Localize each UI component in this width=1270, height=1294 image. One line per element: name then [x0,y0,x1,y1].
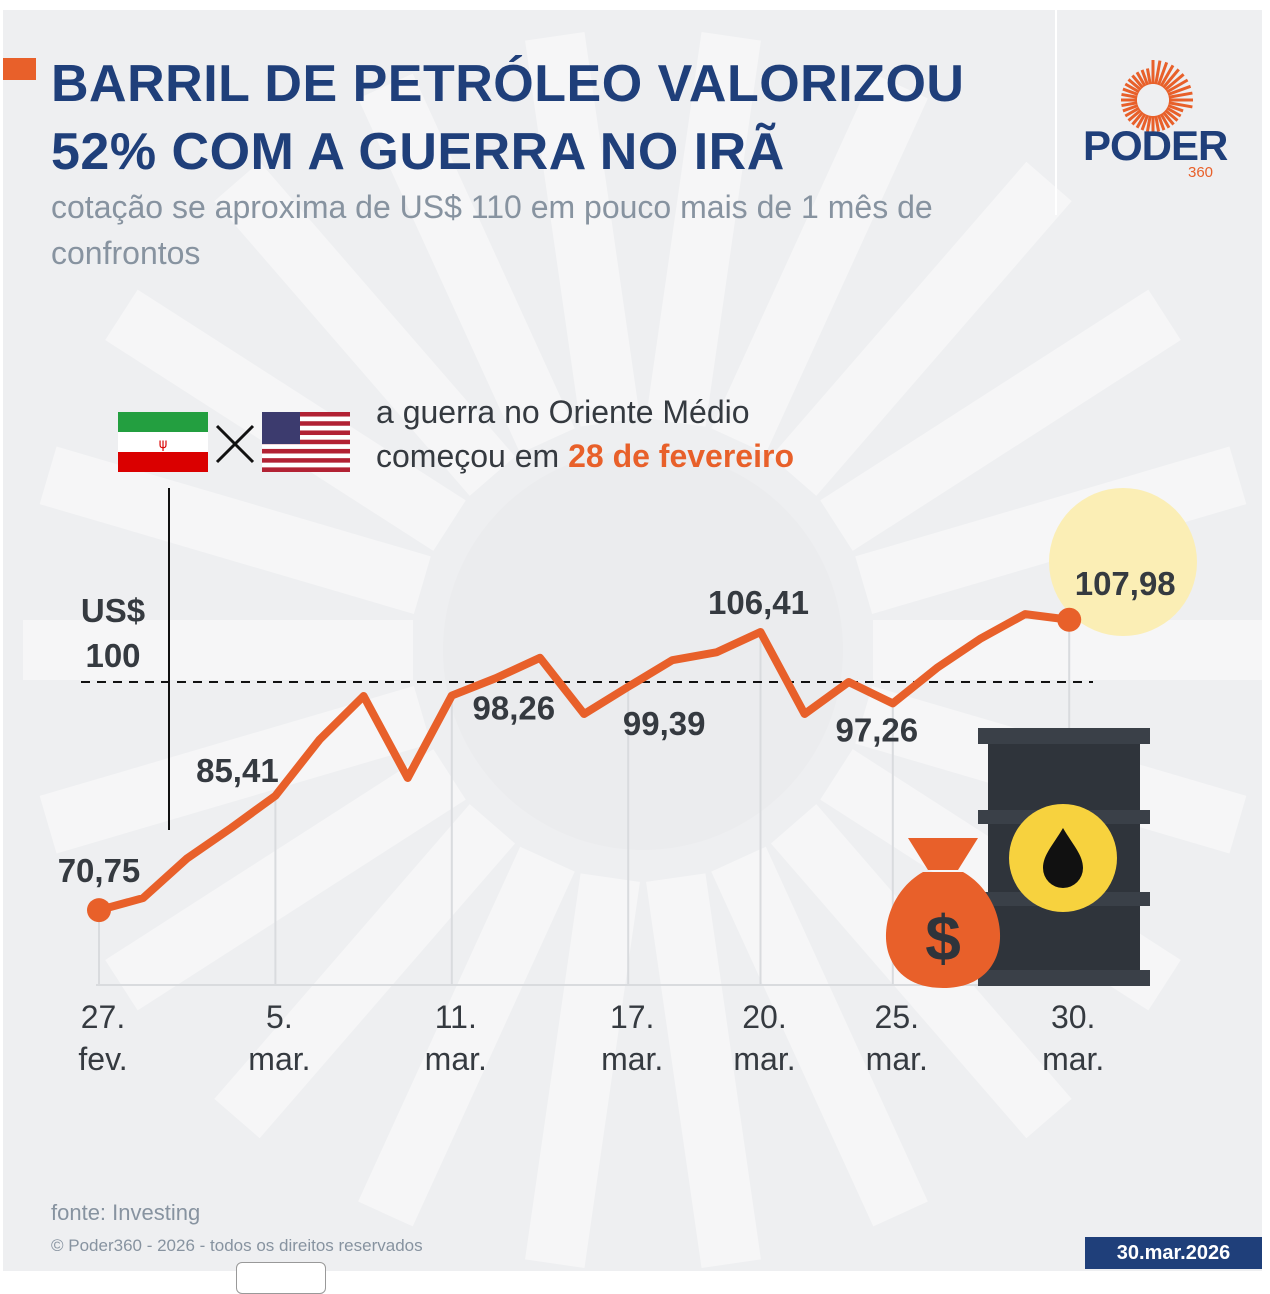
oil-barrel-icon [978,728,1150,986]
x-tick-day: 27. [81,999,125,1035]
x-tick-month: mar. [248,1041,310,1077]
oil-price-chart: US$ 100 $ 70,75 85,41 98,26 99,39 106,41 97,2… [3,10,1262,1190]
x-tick-day: 11. [435,999,477,1035]
x-tick-month: mar. [425,1041,487,1077]
date-badge: 30.mar.2026 [1085,1237,1262,1269]
data-label: 70,75 [58,852,141,889]
data-label: 97,26 [836,711,919,748]
data-label: 85,41 [196,752,279,789]
data-point [1057,608,1081,632]
data-label: 107,98 [1075,565,1176,602]
reference-label-currency: US$ [81,592,145,629]
x-tick-month: fev. [78,1041,127,1077]
x-tick-month: mar. [733,1041,795,1077]
data-label: 99,39 [623,705,706,742]
x-tick-day: 5. [266,999,293,1035]
data-label: 98,26 [473,690,556,727]
x-tick-day: 17. [610,999,654,1035]
svg-text:$: $ [925,902,961,974]
x-tick-month: mar. [866,1041,928,1077]
page-tab-handle[interactable] [236,1262,326,1294]
x-tick-day: 20. [742,999,786,1035]
x-tick-month: mar. [601,1041,663,1077]
x-tick-day: 25. [875,999,919,1035]
infographic-card: BARRIL DE PETRÓLEO VALORIZOU 52% COM A G… [3,10,1262,1271]
reference-label-value: 100 [85,637,140,674]
data-label: 106,41 [708,584,809,621]
copyright-note: © Poder360 - 2026 - todos os direitos re… [51,1236,423,1256]
x-tick-month: mar. [1042,1041,1104,1077]
money-bag-icon: $ [886,838,1000,988]
x-tick-day: 30. [1051,999,1095,1035]
source-note: fonte: Investing [51,1200,200,1226]
data-point [87,898,111,922]
